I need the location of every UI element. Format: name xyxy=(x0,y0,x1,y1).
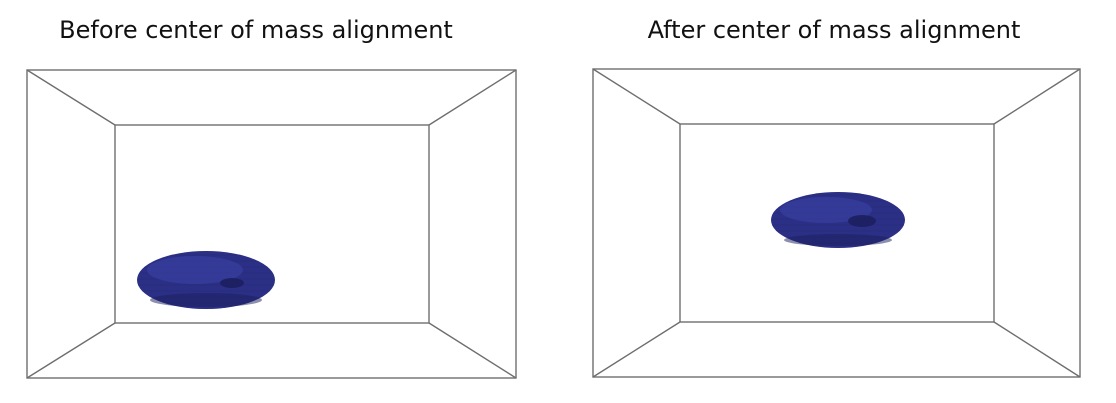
after-box-edge-top-left xyxy=(592,68,681,125)
after-box-edge-top-right xyxy=(993,68,1081,125)
after-panel-title: After center of mass alignment xyxy=(647,16,1021,44)
before-box-inner-frame xyxy=(114,124,430,324)
before-panel-title: Before center of mass alignment xyxy=(59,16,453,44)
after-mass-blob xyxy=(771,192,905,248)
before-box xyxy=(26,69,517,379)
after-box-edge-bottom-right xyxy=(993,321,1081,378)
before-box-edge-top-left xyxy=(26,69,116,126)
after-box-edge-bottom-left xyxy=(592,321,681,378)
before-box-outer-frame xyxy=(26,69,517,379)
before-box-edge-bottom-right xyxy=(428,322,517,379)
before-box-edge-top-right xyxy=(428,69,517,126)
before-box-edge-bottom-left xyxy=(26,322,116,379)
after-box-outer-frame xyxy=(592,68,1081,378)
after-box-inner-frame xyxy=(679,123,995,323)
before-mass-blob xyxy=(137,251,275,309)
after-box xyxy=(592,68,1081,378)
